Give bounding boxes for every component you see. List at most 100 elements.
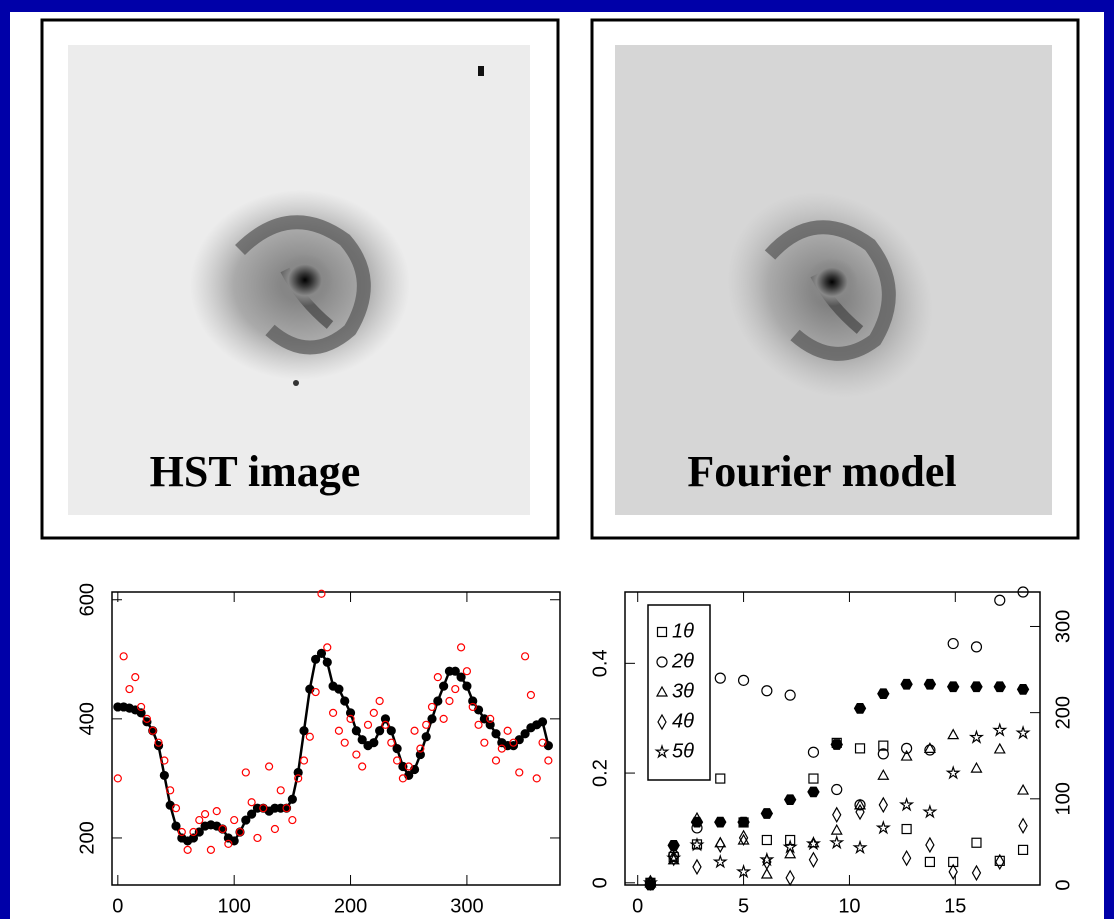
marker: [644, 879, 657, 891]
marker: [468, 696, 478, 706]
marker: [293, 767, 303, 778]
marker: [404, 762, 413, 771]
marker: [782, 839, 798, 854]
marker: [520, 729, 530, 739]
marker: [235, 827, 245, 837]
y-tick-label: 600: [76, 583, 98, 616]
marker: [654, 744, 670, 759]
marker: [714, 816, 727, 828]
marker: [855, 803, 865, 821]
marker: [877, 748, 889, 760]
marker: [357, 735, 367, 745]
marker: [230, 815, 239, 825]
marker: [807, 786, 820, 798]
marker: [924, 744, 936, 756]
marker: [808, 851, 819, 868]
marker: [322, 657, 332, 667]
marker: [899, 796, 915, 812]
marker: [1015, 725, 1031, 740]
marker: [832, 806, 842, 823]
marker: [715, 836, 725, 854]
marker: [299, 726, 309, 736]
hst-image: HST image: [68, 45, 530, 515]
marker: [1018, 817, 1028, 834]
marker: [544, 756, 553, 765]
marker: [375, 696, 384, 706]
marker: [334, 684, 344, 694]
marker: [807, 746, 820, 758]
marker: [994, 855, 1005, 866]
marker: [358, 762, 367, 771]
marker: [311, 654, 321, 664]
marker: [667, 839, 680, 851]
marker: [188, 833, 199, 843]
y-tick-label: 400: [76, 702, 98, 735]
marker: [656, 656, 668, 668]
marker: [656, 626, 668, 638]
marker: [369, 738, 379, 748]
marker: [386, 726, 396, 736]
marker: [398, 761, 408, 772]
marker: [830, 823, 843, 835]
marker: [946, 681, 960, 693]
x-tick-label: 5: [738, 895, 749, 917]
marker: [131, 673, 140, 682]
marker: [474, 720, 483, 729]
x-tick-label: 15: [944, 895, 966, 917]
marker: [136, 702, 146, 712]
marker: [715, 773, 726, 784]
marker: [689, 836, 705, 852]
marker: [878, 796, 889, 814]
marker: [761, 834, 772, 846]
marker: [692, 858, 702, 876]
marker: [392, 744, 402, 754]
marker: [450, 666, 460, 676]
legend-label: 3θ: [672, 680, 694, 702]
marker: [381, 720, 390, 729]
marker: [422, 720, 431, 729]
marker: [433, 696, 443, 706]
marker: [738, 829, 749, 847]
marker: [900, 749, 913, 761]
marker: [119, 652, 128, 661]
marker: [305, 732, 314, 741]
marker: [171, 821, 181, 831]
image-label: HST image: [150, 447, 361, 496]
marker: [439, 681, 449, 691]
marker: [340, 738, 349, 747]
marker: [369, 708, 378, 717]
marker: [945, 765, 961, 780]
marker: [247, 798, 256, 807]
marker: [948, 863, 958, 881]
marker: [351, 726, 361, 736]
marker: [515, 768, 524, 777]
marker: [947, 728, 960, 740]
marker: [853, 702, 867, 714]
marker: [241, 815, 251, 825]
marker: [177, 827, 186, 837]
y-tick-label: 0.4: [589, 649, 611, 677]
marker: [270, 824, 280, 834]
marker: [486, 714, 495, 723]
marker: [247, 809, 257, 819]
marker: [830, 739, 843, 750]
marker: [328, 708, 338, 717]
marker: [538, 738, 547, 747]
marker: [113, 774, 122, 783]
marker: [805, 835, 822, 851]
marker: [282, 804, 291, 813]
marker: [854, 798, 867, 810]
x-tick-label: 100: [217, 895, 250, 917]
marker: [160, 756, 169, 765]
marker: [901, 823, 912, 835]
marker: [468, 702, 477, 712]
marker: [784, 847, 797, 859]
marker: [334, 726, 344, 735]
marker: [159, 770, 169, 781]
marker: [948, 856, 959, 868]
marker: [759, 851, 775, 867]
marker: [136, 708, 146, 718]
marker: [737, 816, 750, 828]
